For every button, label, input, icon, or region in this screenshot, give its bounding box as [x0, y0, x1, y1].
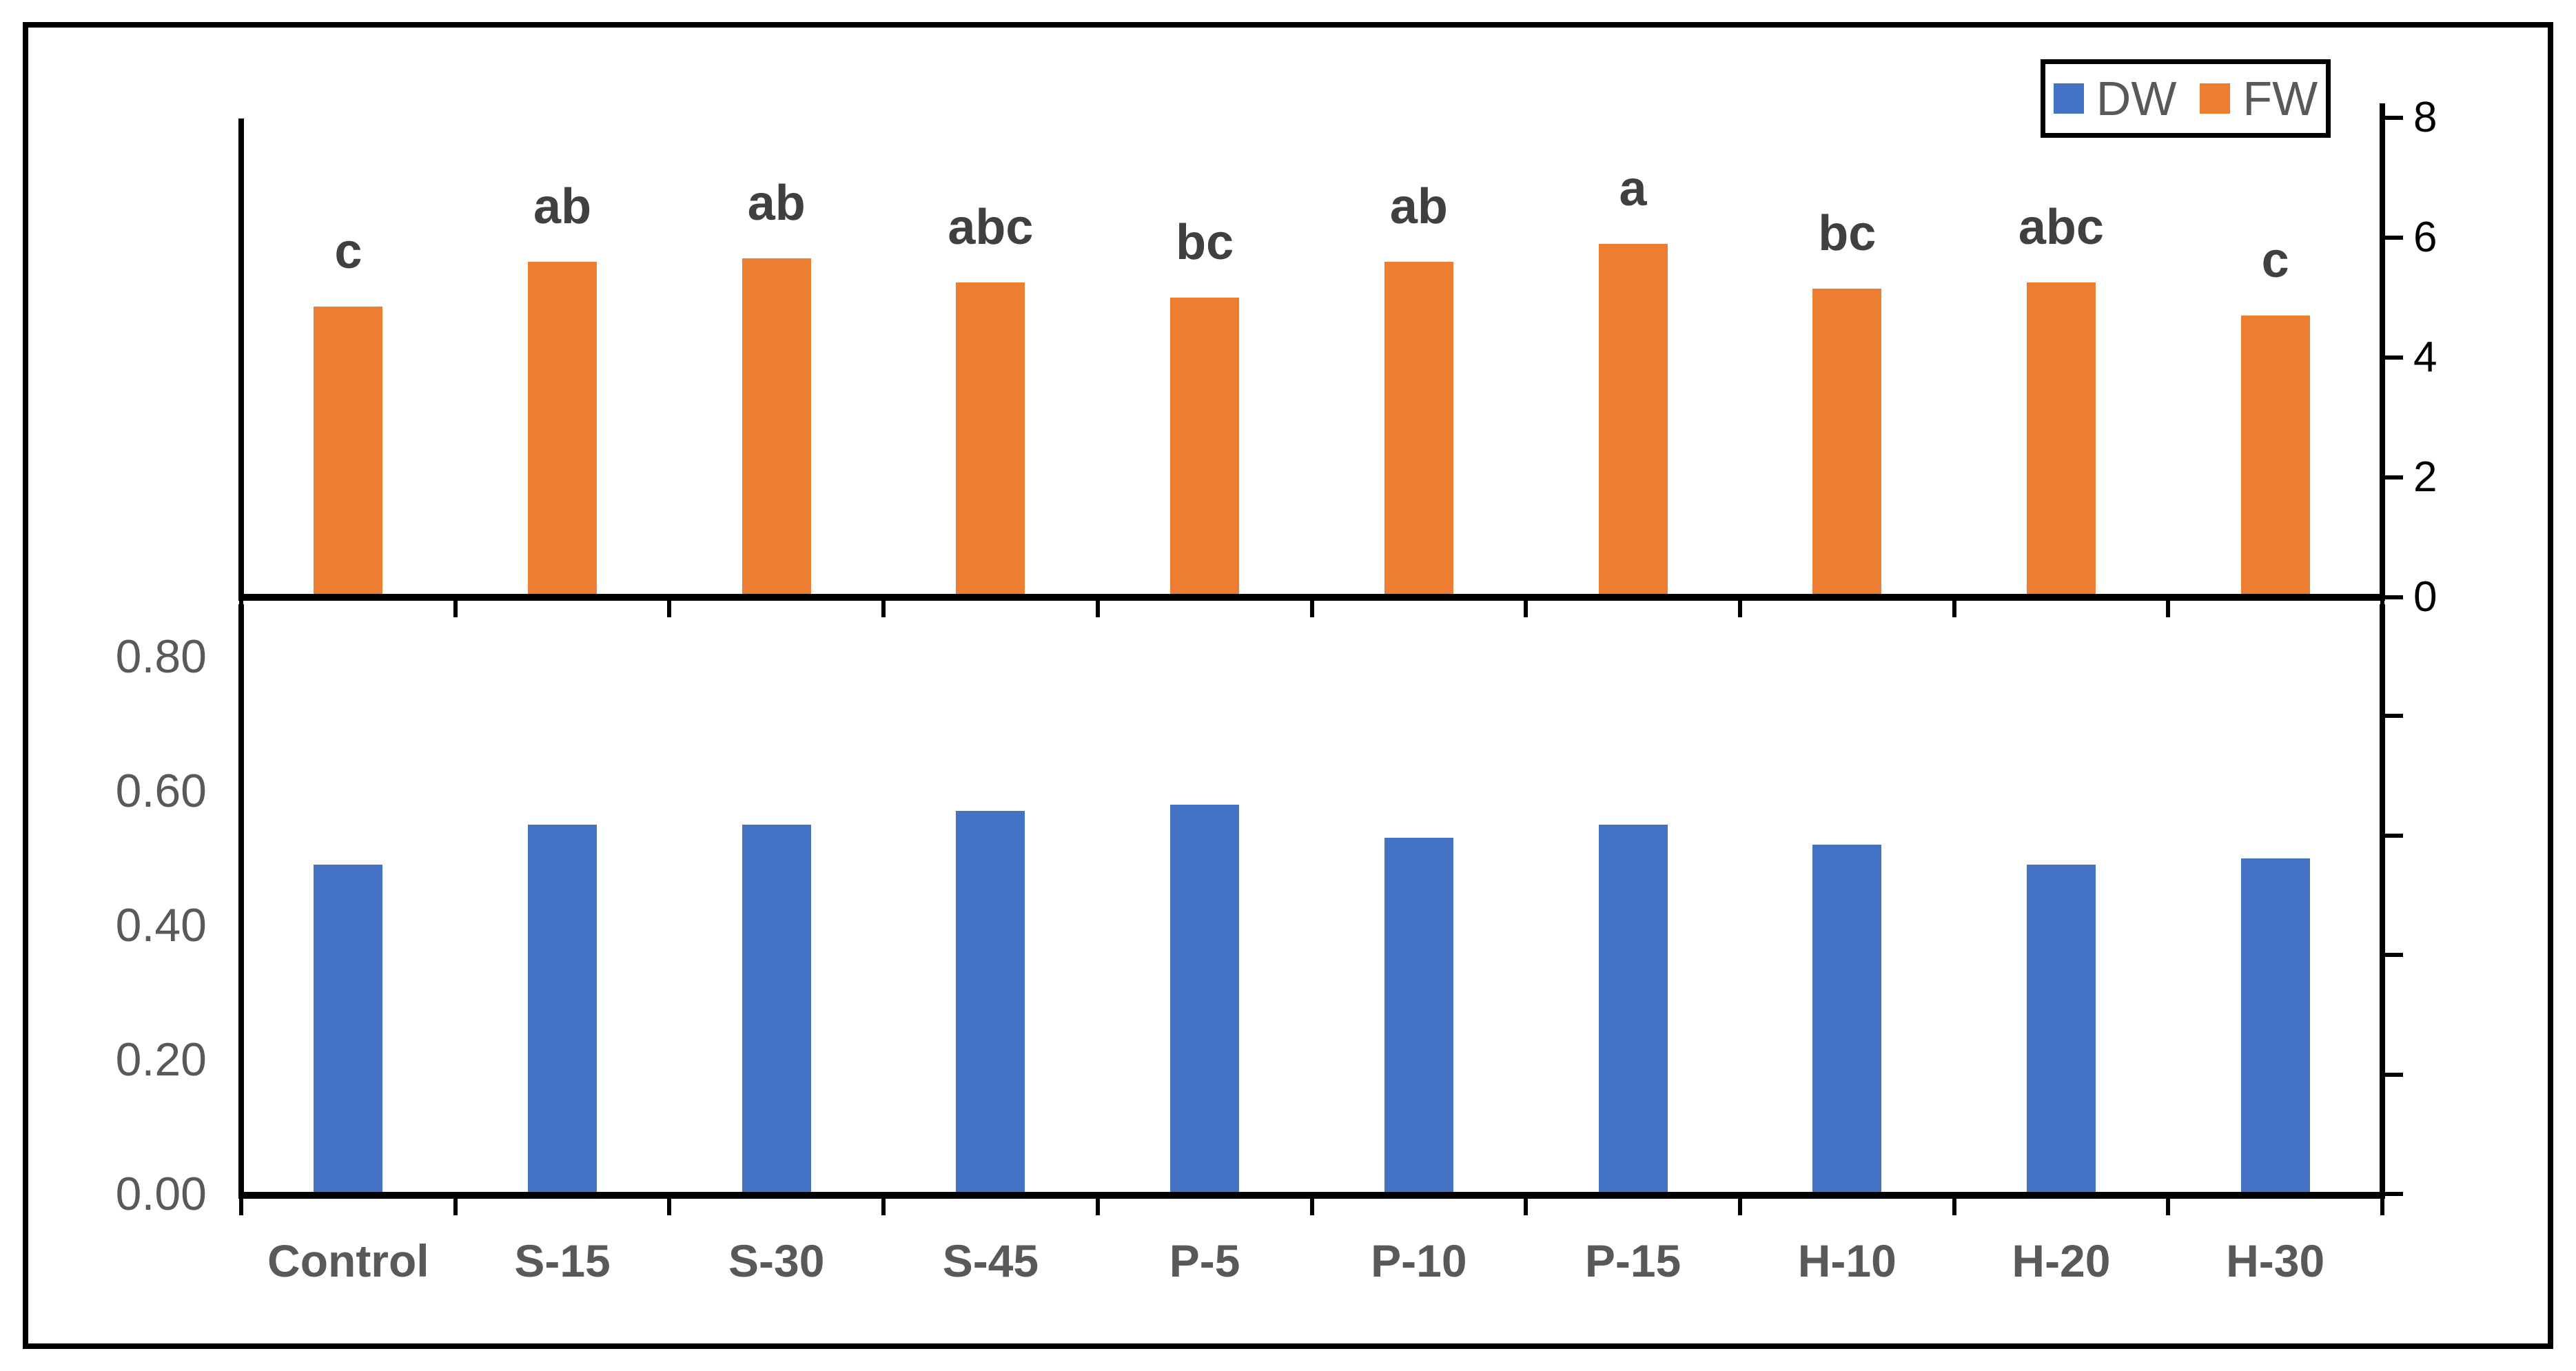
bottom-panel-right-tick: [2385, 833, 2403, 838]
legend-item-fw: FW: [2200, 72, 2318, 125]
bottom-panel-category-tick: [2166, 1199, 2171, 1215]
bottom-panel-x-axis: [238, 1192, 2385, 1199]
top-panel-category-tick: [1737, 601, 1742, 617]
x-category-label: P-15: [1584, 1235, 1681, 1286]
bottom-panel-category-tick: [453, 1199, 458, 1215]
top-panel-category-tick: [2380, 601, 2384, 617]
bottom-panel-category-tick: [2380, 1199, 2384, 1215]
bottom-panel-category-tick: [1095, 1199, 1100, 1215]
significance-letter: a: [1619, 161, 1647, 216]
bottom-panel-category-tick: [1737, 1199, 1742, 1215]
bottom-panel-right-tick: [2385, 953, 2403, 958]
bottom-panel-category-tick: [881, 1199, 886, 1215]
top-panel-right-axis-label: 8: [2413, 94, 2437, 141]
top-panel-right-axis-label: 0: [2413, 573, 2437, 621]
bottom-panel-category-tick: [667, 1199, 672, 1215]
top-panel-category-tick: [1309, 601, 1314, 617]
fw-bar: [956, 282, 1025, 597]
significance-letter: abc: [2018, 200, 2104, 256]
dw-bar: [1170, 804, 1240, 1193]
x-category-label: S-45: [942, 1235, 1039, 1286]
fw-bar: [314, 307, 383, 597]
dw-bar: [314, 865, 383, 1193]
top-panel-category-tick: [667, 601, 672, 617]
fw-bar: [2026, 282, 2096, 597]
legend-item-dw: DW: [2053, 72, 2177, 125]
bottom-panel-category-tick: [239, 1199, 243, 1215]
top-panel-right-tick: [2385, 116, 2403, 120]
top-panel-right-tick: [2385, 236, 2403, 240]
top-panel-right-axis-label: 6: [2413, 214, 2437, 261]
fw-bar: [742, 258, 811, 597]
x-category-label: P-5: [1169, 1235, 1240, 1286]
dw-bar: [956, 811, 1025, 1193]
top-panel-right-axis-label: 4: [2413, 333, 2437, 381]
fw-bar: [528, 261, 597, 597]
legend-swatch-fw: [2200, 83, 2231, 114]
top-panel-right-axis: [2380, 103, 2385, 601]
top-panel-right-tick: [2385, 355, 2403, 360]
dw-bar: [1598, 824, 1668, 1193]
dw-bar: [528, 824, 597, 1193]
legend-label: DW: [2096, 72, 2177, 125]
top-panel-category-tick: [239, 601, 243, 617]
significance-letter: c: [334, 224, 362, 280]
bottom-panel-category-tick: [1952, 1199, 1956, 1215]
top-panel-right-axis-label: 2: [2413, 453, 2437, 501]
significance-letter: ab: [533, 178, 592, 234]
top-panel-right-tick: [2385, 595, 2403, 599]
dw-bar: [2026, 865, 2096, 1193]
x-category-label: H-20: [2012, 1235, 2111, 1286]
x-category-label: S-15: [514, 1235, 611, 1286]
bottom-panel-left-axis-label: 0.40: [115, 899, 207, 951]
bottom-panel-left-axis-label: 0.80: [115, 630, 207, 683]
x-category-label: P-10: [1371, 1235, 1467, 1286]
fw-bar: [1812, 288, 1882, 597]
bottom-panel-right-tick: [2385, 1192, 2403, 1196]
significance-letter: bc: [1818, 205, 1877, 261]
bottom-panel-left-axis: [238, 604, 244, 1199]
dw-bar: [1812, 845, 1882, 1193]
dw-bar: [2240, 858, 2310, 1193]
bottom-panel-left-axis-label: 0.20: [115, 1033, 207, 1086]
bottom-panel-category-tick: [1524, 1199, 1529, 1215]
significance-letter: abc: [948, 200, 1034, 256]
legend-label: FW: [2242, 72, 2318, 125]
significance-letter: ab: [747, 176, 806, 231]
fw-bar: [1598, 243, 1668, 597]
fw-bar: [2240, 316, 2310, 597]
top-panel-category-tick: [1524, 601, 1529, 617]
bottom-panel-left-axis-label: 0.00: [115, 1168, 207, 1220]
dw-bar: [1384, 838, 1453, 1193]
x-category-label: H-30: [2226, 1235, 2325, 1286]
top-panel-x-axis: [238, 594, 2385, 601]
dw-bar: [742, 824, 811, 1193]
x-category-label: Control: [267, 1235, 429, 1286]
legend-swatch-dw: [2053, 83, 2084, 114]
significance-letter: bc: [1176, 215, 1234, 270]
top-panel-right-tick: [2385, 475, 2403, 480]
top-panel-left-axis: [238, 118, 244, 597]
top-panel-category-tick: [1952, 601, 1956, 617]
bottom-panel-right-axis: [2380, 604, 2385, 1199]
figure-border: [23, 22, 2553, 1349]
fw-bar: [1170, 298, 1240, 597]
significance-letter: c: [2261, 233, 2289, 289]
bottom-panel-category-tick: [1309, 1199, 1314, 1215]
bottom-panel-right-tick: [2385, 1072, 2403, 1077]
top-panel-category-tick: [453, 601, 458, 617]
bottom-panel-right-tick: [2385, 714, 2403, 719]
bottom-panel-left-axis-label: 0.60: [115, 765, 207, 817]
x-category-label: S-30: [728, 1235, 825, 1286]
top-panel-category-tick: [1095, 601, 1100, 617]
legend: DW FW: [2041, 59, 2331, 138]
fw-bar: [1384, 261, 1453, 597]
x-category-label: H-10: [1797, 1235, 1897, 1286]
top-panel-category-tick: [2166, 601, 2171, 617]
significance-letter: ab: [1389, 178, 1448, 234]
top-panel-category-tick: [881, 601, 886, 617]
